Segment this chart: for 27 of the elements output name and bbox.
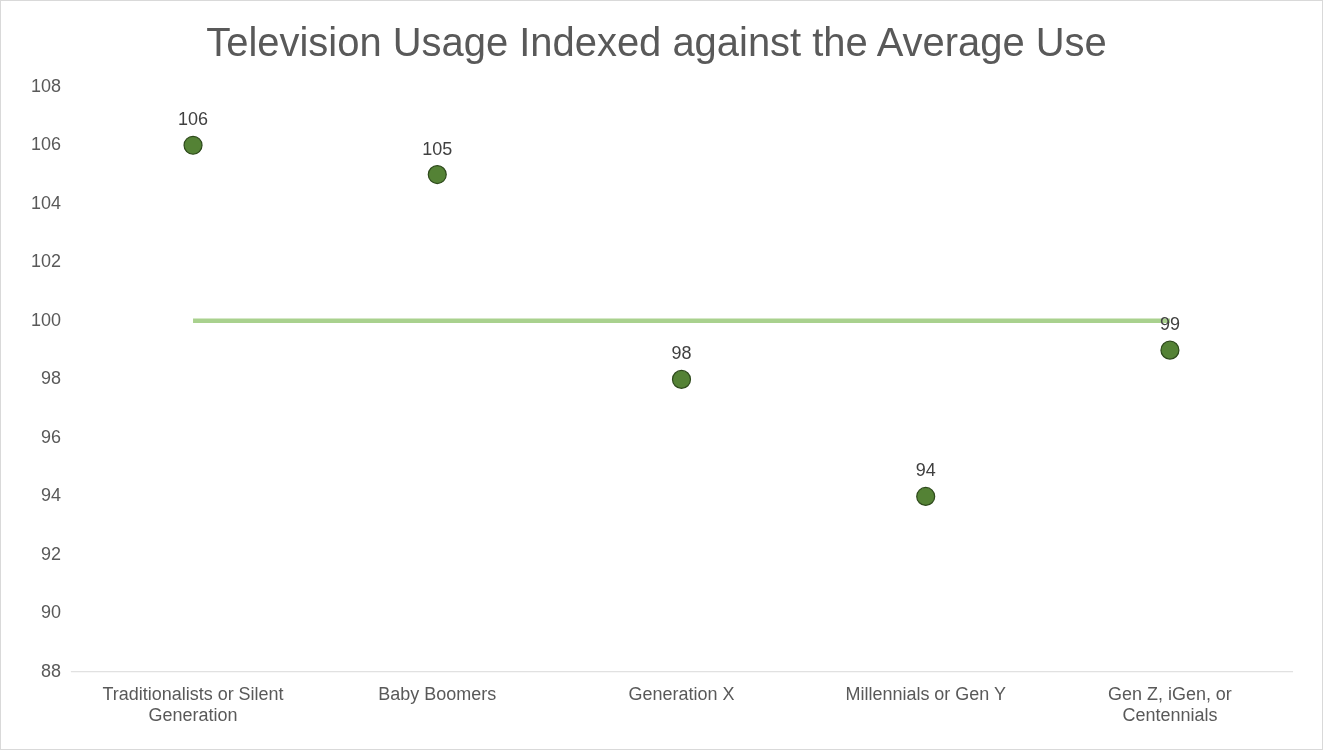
point — [427, 164, 447, 185]
y-tick-label: 106 — [30, 134, 61, 155]
x-tick-label: Traditionalists or Silent Generation — [102, 683, 284, 726]
x-tick-label: Millennials or Gen Y — [845, 683, 1006, 704]
data-label: 106 — [178, 109, 209, 130]
x-tick-label: Baby Boomers — [378, 683, 497, 704]
point — [1160, 340, 1180, 360]
data-label: 98 — [671, 343, 692, 364]
point — [183, 135, 203, 155]
chart-title: Television Usage Indexed against the Average Use — [206, 19, 1107, 64]
point — [916, 486, 936, 507]
y-tick-label: 102 — [30, 251, 61, 272]
data-label: 105 — [422, 138, 453, 159]
y-tick-label: 96 — [40, 426, 61, 447]
y-tick-label: 90 — [40, 602, 61, 623]
y-tick-label: 92 — [40, 543, 61, 564]
data-label: 94 — [915, 460, 936, 481]
x-tick-label: Generation X — [628, 683, 735, 704]
y-tick-label: 94 — [40, 485, 61, 506]
y-tick-label: 108 — [30, 75, 61, 96]
x-tick-label: Gen Z, iGen, or Centennials — [1108, 683, 1232, 726]
data-label: 99 — [1159, 314, 1180, 335]
y-tick-label: 98 — [40, 368, 61, 389]
y-tick-label: 100 — [30, 309, 61, 330]
y-tick-label: 88 — [40, 660, 61, 681]
y-tick-label: 104 — [30, 192, 61, 213]
point — [671, 369, 692, 389]
